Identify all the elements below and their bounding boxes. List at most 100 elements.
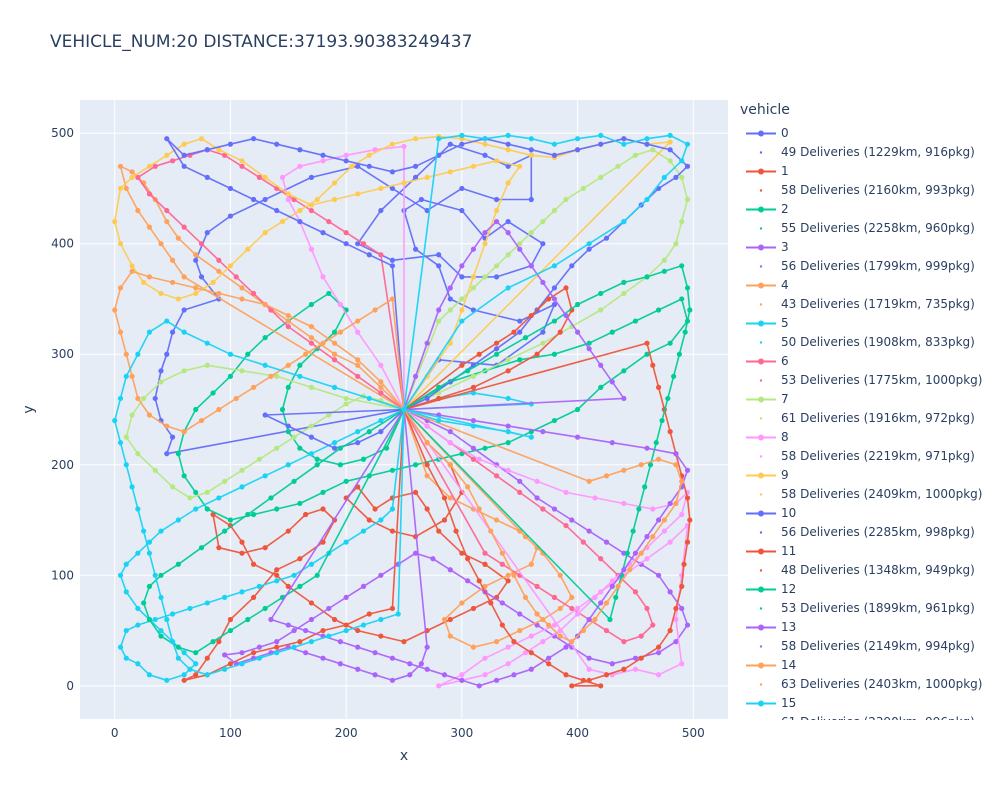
data-point-7 xyxy=(141,395,147,402)
data-point-10 xyxy=(528,147,534,153)
data-point-14 xyxy=(285,362,291,368)
legend-item-summary[interactable]: 49 Deliveries (1229km, 916pkg) xyxy=(740,143,998,162)
data-point-0 xyxy=(493,196,500,203)
legend-item-summary[interactable]: 56 Deliveries (2285km, 998pkg) xyxy=(740,523,998,542)
data-point-3 xyxy=(586,655,592,661)
legend-item-vehicle[interactable]: 15 xyxy=(740,694,998,713)
data-point-8 xyxy=(447,440,453,446)
legend-item-vehicle[interactable]: 14 xyxy=(740,656,998,675)
data-point-5 xyxy=(117,644,124,650)
data-point-5 xyxy=(169,611,176,617)
legend-item-summary[interactable]: 43 Deliveries (1719km, 735pkg) xyxy=(740,295,998,314)
data-point-12 xyxy=(337,445,343,451)
data-point-0 xyxy=(164,451,170,457)
data-point-7 xyxy=(598,174,604,180)
data-point-0 xyxy=(540,329,546,335)
legend-item-vehicle[interactable]: 8 xyxy=(740,428,998,447)
legend-item-vehicle[interactable]: 0 xyxy=(740,124,998,143)
legend-item-summary[interactable]: 61 Deliveries (1916km, 972pkg) xyxy=(740,409,998,428)
legend-dot-swatch xyxy=(759,189,763,192)
data-point-14 xyxy=(308,323,315,330)
x-tick-label: 100 xyxy=(219,726,242,740)
legend-item-summary[interactable]: 48 Deliveries (1348km, 949pkg) xyxy=(740,561,998,580)
data-point-6 xyxy=(152,163,158,169)
legend-item-summary[interactable]: 58 Deliveries (2219km, 971pkg) xyxy=(740,447,998,466)
data-point-15 xyxy=(141,528,147,534)
data-point-10 xyxy=(569,263,575,269)
data-point-15 xyxy=(204,340,210,346)
data-point-2 xyxy=(314,456,320,462)
data-point-15 xyxy=(528,136,534,142)
data-point-4 xyxy=(181,274,187,280)
legend-line-swatch xyxy=(746,434,776,441)
data-point-12 xyxy=(245,616,251,623)
data-point-4 xyxy=(193,252,199,258)
data-point-0 xyxy=(308,174,315,180)
legend-item-summary[interactable]: 56 Deliveries (1799km, 999pkg) xyxy=(740,257,998,276)
data-point-3 xyxy=(337,661,343,667)
legend-item-summary[interactable]: 58 Deliveries (2160km, 993pkg) xyxy=(740,181,998,200)
data-point-0 xyxy=(181,307,187,313)
data-point-6 xyxy=(540,506,546,512)
legend-item-vehicle[interactable]: 1 xyxy=(740,162,998,181)
data-point-11 xyxy=(684,539,691,545)
data-point-7 xyxy=(158,379,164,385)
data-point-12 xyxy=(647,462,654,468)
data-point-1 xyxy=(216,545,222,551)
legend-item-summary[interactable]: 58 Deliveries (2149km, 994pkg) xyxy=(740,637,998,656)
data-point-0 xyxy=(389,185,396,192)
legend-item-vehicle[interactable]: 11 xyxy=(740,542,998,561)
data-point-9 xyxy=(227,263,234,269)
data-point-8 xyxy=(540,639,546,645)
data-point-15 xyxy=(401,406,407,413)
data-point-15 xyxy=(459,318,465,324)
data-point-2 xyxy=(343,478,349,484)
data-point-12 xyxy=(158,572,164,578)
data-point-14 xyxy=(603,600,610,606)
data-point-12 xyxy=(671,373,677,379)
legend-line-swatch xyxy=(746,700,776,707)
legend-item-vehicle[interactable]: 10 xyxy=(740,504,998,523)
data-point-4 xyxy=(158,241,164,247)
legend-item-summary[interactable]: 53 Deliveries (1775km, 1000pkg) xyxy=(740,371,998,390)
legend-item-vehicle[interactable]: 4 xyxy=(740,276,998,295)
data-point-9 xyxy=(505,147,511,153)
legend-item-summary[interactable]: 50 Deliveries (1908km, 833pkg) xyxy=(740,333,998,352)
data-point-0 xyxy=(378,207,384,214)
data-point-7 xyxy=(650,147,656,153)
legend-item-summary[interactable]: 55 Deliveries (2258km, 960pkg) xyxy=(740,219,998,238)
data-point-2 xyxy=(297,445,303,451)
legend-item-summary[interactable]: 61 Deliveries (2390km, 996pkg) xyxy=(740,713,998,720)
data-point-6 xyxy=(308,340,315,346)
legend-item-vehicle[interactable]: 12 xyxy=(740,580,998,599)
data-point-6 xyxy=(482,550,488,556)
legend-line-swatch xyxy=(746,320,776,327)
legend-item-vehicle[interactable]: 13 xyxy=(740,618,998,637)
data-point-4 xyxy=(239,285,245,291)
legend-item-vehicle[interactable]: 7 xyxy=(740,390,998,409)
data-point-8 xyxy=(673,616,679,623)
data-point-7 xyxy=(152,467,158,473)
legend-item-summary[interactable]: 58 Deliveries (2409km, 1000pkg) xyxy=(740,485,998,504)
data-point-8 xyxy=(482,672,488,678)
data-point-9 xyxy=(181,141,187,147)
legend-item-vehicle[interactable]: 6 xyxy=(740,352,998,371)
data-point-4 xyxy=(378,384,384,390)
legend-item-vehicle[interactable]: 9 xyxy=(740,466,998,485)
data-point-15 xyxy=(331,384,338,390)
legend-item-vehicle[interactable]: 3 xyxy=(740,238,998,257)
legend-item-summary[interactable]: 63 Deliveries (2403km, 1000pkg) xyxy=(740,675,998,694)
legend-line-swatch xyxy=(746,510,776,517)
data-point-13 xyxy=(528,666,534,672)
data-point-7 xyxy=(505,357,511,363)
data-point-4 xyxy=(459,600,465,606)
data-point-4 xyxy=(169,257,176,263)
y-tick-label: 400 xyxy=(51,237,74,251)
legend-item-summary[interactable]: 53 Deliveries (1899km, 961pkg) xyxy=(740,599,998,618)
legend-dot-swatch xyxy=(744,713,778,720)
data-point-10 xyxy=(378,429,384,435)
legend-item-vehicle[interactable]: 2 xyxy=(740,200,998,219)
legend-dot-swatch xyxy=(759,151,763,154)
data-point-6 xyxy=(580,539,586,545)
legend-item-vehicle[interactable]: 5 xyxy=(740,314,998,333)
